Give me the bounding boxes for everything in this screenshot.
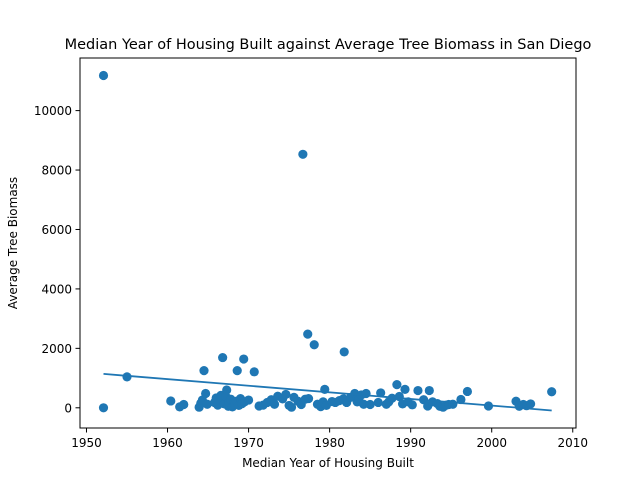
x-tick-label: 1960 — [152, 436, 183, 450]
x-axis-label: Median Year of Housing Built — [242, 456, 414, 470]
data-point — [365, 399, 375, 410]
axes-frame — [79, 57, 577, 429]
data-point — [407, 400, 417, 410]
data-point — [400, 384, 410, 394]
data-point — [448, 399, 458, 409]
data-point — [269, 399, 280, 409]
data-point — [303, 393, 314, 404]
chart-title: Median Year of Housing Built against Ave… — [65, 37, 592, 53]
data-point — [303, 329, 313, 339]
y-axis: 0 2000 4000 6000 8000 10000 — [34, 104, 80, 415]
data-point — [309, 340, 319, 350]
data-point — [179, 399, 189, 410]
data-point — [339, 347, 349, 357]
data-point — [413, 385, 423, 396]
y-tick-label: 10000 — [34, 104, 72, 118]
data-point — [281, 389, 291, 400]
x-tick-label: 1950 — [71, 436, 102, 450]
data-point — [122, 372, 132, 382]
x-tick-label: 2000 — [476, 436, 507, 450]
data-point — [201, 388, 211, 399]
data-point — [166, 396, 176, 406]
y-tick-label: 4000 — [41, 282, 72, 296]
data-point — [199, 366, 209, 376]
data-point — [239, 354, 249, 364]
data-point — [232, 366, 242, 376]
data-point — [526, 399, 536, 409]
data-point — [462, 386, 472, 397]
data-point — [376, 388, 386, 398]
data-point — [424, 385, 434, 396]
y-axis-label: Average Tree Biomass — [6, 177, 20, 309]
data-point — [98, 70, 109, 81]
x-tick-label: 1990 — [395, 436, 426, 450]
data-point — [249, 367, 259, 377]
data-point — [243, 395, 254, 405]
y-tick-label: 8000 — [41, 164, 72, 178]
x-axis: 1950 1960 1970 1980 1990 2000 2010 — [71, 428, 588, 450]
x-tick-label: 1970 — [233, 436, 264, 450]
data-point — [218, 352, 228, 363]
data-point — [359, 399, 369, 409]
data-point — [361, 388, 371, 399]
data-point — [298, 149, 308, 159]
data-point — [286, 402, 297, 412]
data-point — [547, 387, 557, 397]
data-point — [373, 397, 383, 408]
data-point — [456, 394, 466, 405]
data-point — [392, 380, 402, 390]
trend-line — [103, 373, 552, 412]
data-point — [98, 403, 109, 413]
y-tick-label: 6000 — [41, 223, 72, 237]
x-tick-label: 2010 — [557, 436, 588, 450]
data-point — [222, 385, 232, 395]
y-tick-label: 0 — [64, 401, 72, 415]
y-tick-label: 2000 — [41, 342, 72, 356]
plot-area — [98, 70, 557, 413]
data-point — [202, 399, 212, 409]
x-tick-label: 1980 — [314, 436, 345, 450]
